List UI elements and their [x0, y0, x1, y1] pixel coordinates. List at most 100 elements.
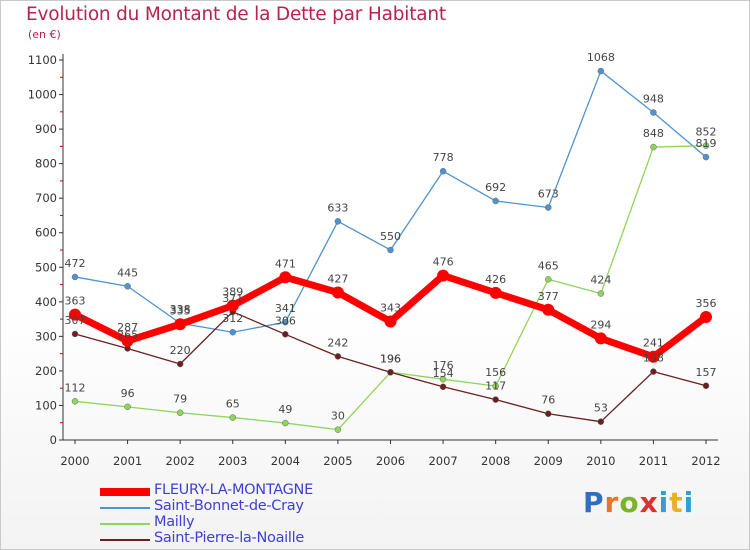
data-point — [174, 318, 187, 331]
y-tick-label: 900 — [35, 122, 57, 136]
x-tick-label: 2002 — [166, 454, 195, 468]
data-point — [121, 334, 134, 347]
data-label: 76 — [541, 394, 555, 407]
data-point — [384, 315, 397, 328]
data-point — [334, 426, 342, 433]
proxiti-logo: Proxiti — [583, 486, 695, 519]
data-label: 220 — [170, 344, 191, 357]
legend-item: Saint-Pierre-la-Noaille — [100, 530, 360, 548]
data-point — [229, 328, 236, 336]
data-point — [702, 382, 710, 390]
y-tick-label: 1100 — [28, 53, 57, 67]
data-label: 307 — [65, 314, 86, 327]
y-tick-label: 1000 — [28, 88, 57, 102]
data-point — [176, 360, 184, 368]
data-label: 287 — [117, 321, 138, 334]
data-label: 848 — [643, 127, 664, 140]
x-tick-label: 2011 — [639, 454, 668, 468]
legend-label: Mailly — [154, 514, 195, 530]
data-label: 79 — [173, 393, 187, 406]
legend-swatch — [100, 539, 150, 541]
data-point — [176, 409, 184, 416]
data-label: 112 — [65, 381, 86, 394]
data-point — [597, 290, 605, 297]
data-label: 335 — [170, 304, 191, 317]
data-point — [545, 276, 552, 283]
data-point — [492, 197, 499, 205]
legend-item: FLEURY-LA-MONTAGNE — [100, 482, 360, 500]
data-label: 465 — [538, 259, 559, 272]
data-label: 306 — [275, 314, 296, 327]
x-tick-label: 2008 — [481, 454, 510, 468]
y-tick-label: 300 — [35, 329, 57, 343]
x-tick-label: 2012 — [691, 454, 720, 468]
data-point — [650, 368, 657, 375]
data-point — [597, 67, 605, 75]
data-label: 550 — [380, 230, 401, 243]
data-label: 53 — [594, 402, 608, 415]
legend-swatch — [100, 488, 150, 496]
data-point — [492, 382, 499, 390]
data-label: 343 — [380, 302, 401, 315]
data-label: 154 — [433, 367, 454, 380]
data-point — [69, 308, 81, 321]
data-point — [124, 283, 131, 290]
data-label: 312 — [222, 312, 243, 325]
y-axis-unit: (en €) — [28, 28, 61, 41]
y-tick-label: 0 — [50, 433, 57, 447]
data-label: 157 — [696, 366, 717, 379]
legend-swatch — [100, 523, 150, 525]
y-tick-label: 700 — [35, 191, 57, 205]
x-tick-label: 2000 — [60, 454, 89, 468]
data-point — [334, 218, 342, 225]
data-point — [545, 410, 552, 417]
data-point — [282, 331, 289, 338]
data-label: 242 — [327, 336, 348, 349]
data-label: 445 — [117, 266, 138, 279]
data-label: 338 — [170, 303, 191, 316]
data-label: 49 — [278, 403, 292, 416]
data-label: 633 — [327, 201, 348, 214]
data-point — [439, 383, 447, 391]
data-label: 427 — [327, 272, 348, 285]
x-tick-label: 2007 — [428, 454, 457, 468]
data-point — [647, 350, 660, 363]
data-label: 852 — [696, 126, 717, 139]
series-line-saint-bonnet-de-cray — [74, 70, 707, 333]
y-tick-label: 400 — [35, 295, 57, 309]
data-label: 1068 — [587, 51, 615, 64]
data-point — [489, 286, 502, 299]
data-label: 30 — [331, 410, 345, 423]
legend-label: Saint-Pierre-la-Noaille — [154, 530, 304, 546]
data-point — [597, 418, 605, 425]
data-point — [282, 419, 289, 427]
data-label: 117 — [485, 380, 506, 393]
data-label: 424 — [590, 274, 611, 287]
data-point — [71, 273, 79, 281]
data-label: 341 — [275, 302, 296, 315]
data-label: 426 — [485, 273, 506, 286]
x-tick-label: 2005 — [323, 454, 352, 468]
data-point — [331, 286, 344, 299]
data-label: 241 — [643, 337, 664, 350]
y-tick-label: 600 — [35, 226, 57, 240]
data-point — [334, 353, 342, 360]
data-label: 948 — [643, 93, 664, 106]
data-point — [387, 246, 394, 254]
x-tick-label: 2003 — [218, 454, 247, 468]
data-point — [702, 142, 710, 149]
data-label: 294 — [590, 318, 611, 331]
data-point — [542, 303, 555, 316]
x-tick-label: 2001 — [113, 454, 142, 468]
data-point — [700, 311, 712, 324]
data-label: 819 — [696, 137, 717, 150]
x-tick-label: 2009 — [534, 454, 563, 468]
data-point — [226, 299, 239, 312]
data-point — [492, 396, 499, 403]
data-label: 196 — [380, 352, 401, 365]
data-point — [437, 269, 450, 282]
data-label: 96 — [121, 387, 135, 400]
data-point — [545, 204, 552, 211]
data-label: 176 — [433, 359, 454, 372]
